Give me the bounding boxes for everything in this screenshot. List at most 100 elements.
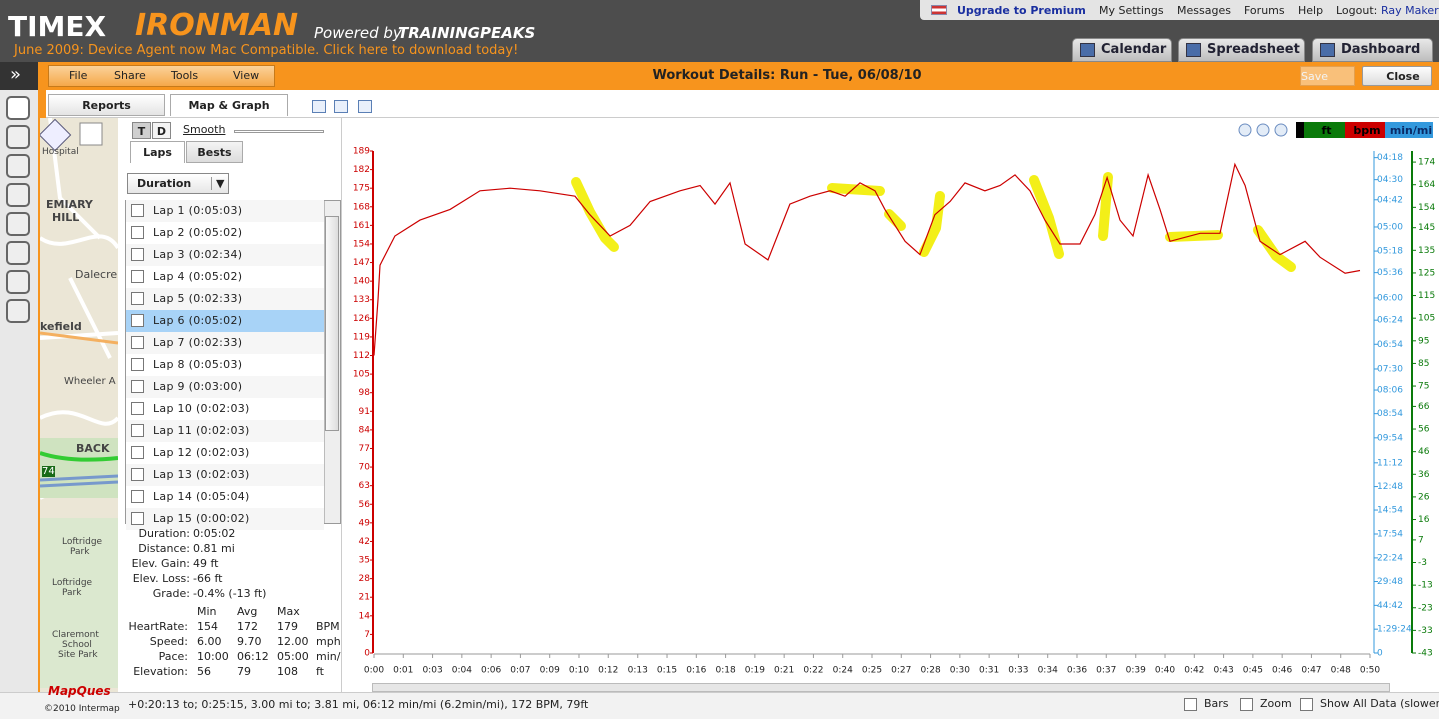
option-checkbox[interactable] [1184,698,1197,711]
lap-checkbox[interactable] [131,446,144,459]
lap-scroll-thumb[interactable] [325,216,339,431]
top-link[interactable]: Help [1298,4,1324,17]
option-checkbox[interactable] [1240,698,1253,711]
menu-item[interactable]: Tools [171,69,199,82]
lap-label[interactable]: Lap 7 (0:02:33) [153,336,243,349]
lap-row[interactable]: Lap 13 (0:02:03) [126,464,324,486]
lap-row[interactable]: Lap 8 (0:05:03) [126,354,324,376]
nav-tab-label[interactable]: Calendar [1101,42,1167,57]
view-tab[interactable]: Map & Graph [170,94,288,116]
lap-checkbox[interactable] [131,380,144,393]
lap-checkbox[interactable] [131,314,144,327]
sidebar-icon[interactable] [6,154,30,178]
lap-label[interactable]: Lap 14 (0:05:04) [153,490,250,503]
lap-checkbox[interactable] [131,248,144,261]
lap-label[interactable]: Lap 15 (0:00:02) [153,512,250,525]
lap-label[interactable]: Lap 11 (0:02:03) [153,424,250,437]
mode-toggle[interactable]: D [152,122,171,139]
sidebar-icon[interactable] [6,125,30,149]
smooth-label[interactable]: Smooth [183,123,226,136]
view-tab[interactable]: Reports [48,94,165,116]
option-label[interactable]: Bars [1204,697,1229,710]
lap-checkbox[interactable] [131,512,144,525]
lap-checkbox[interactable] [131,490,144,503]
announcement[interactable]: June 2009: Device Agent now Mac Compatib… [14,43,519,58]
nav-tab-label[interactable]: Spreadsheet [1207,42,1300,57]
lap-checkbox[interactable] [131,270,144,283]
lap-label[interactable]: Lap 12 (0:02:03) [153,446,250,459]
menu-item[interactable]: File [69,69,88,82]
option-label[interactable]: Zoom [1260,697,1292,710]
lap-label[interactable]: Lap 1 (0:05:03) [153,204,243,217]
lap-checkbox[interactable] [131,358,144,371]
sidebar-icon[interactable] [6,183,30,207]
lap-row[interactable]: Lap 4 (0:05:02) [126,266,324,288]
lap-row[interactable]: Lap 11 (0:02:03) [126,420,324,442]
top-link[interactable]: My Settings [1099,4,1164,17]
option-checkbox[interactable] [1300,698,1313,711]
nav-button[interactable] [1238,123,1252,137]
menu-item[interactable]: View [233,69,260,82]
lap-row[interactable]: Lap 7 (0:02:33) [126,332,324,354]
lap-label[interactable]: Lap 5 (0:02:33) [153,292,243,305]
mode-toggle[interactable]: T [132,122,151,139]
sidebar-icon[interactable] [6,212,30,236]
save-button[interactable]: Save [1300,66,1355,86]
layout-icon[interactable] [312,100,326,113]
lap-row[interactable]: Lap 5 (0:02:33) [126,288,324,310]
lap-row[interactable]: Lap 2 (0:05:02) [126,222,324,244]
lap-row[interactable]: Lap 9 (0:03:00) [126,376,324,398]
nav-tab[interactable]: Calendar [1072,38,1172,62]
close-button[interactable]: Close [1362,66,1432,86]
sidebar-icon[interactable] [6,299,30,323]
legend-chip[interactable] [1385,122,1433,138]
lap-checkbox[interactable] [131,336,144,349]
layout-icon[interactable] [358,100,372,113]
sidebar-toggle[interactable]: » [10,64,22,85]
laps-tab[interactable]: Bests [186,141,243,163]
lap-label[interactable]: Lap 3 (0:02:34) [153,248,243,261]
laps-tab[interactable]: Laps [130,141,185,163]
lap-label[interactable]: Lap 9 (0:03:00) [153,380,243,393]
nav-tab[interactable]: Spreadsheet [1178,38,1305,62]
lap-label[interactable]: Lap 2 (0:05:02) [153,226,243,239]
lap-label[interactable]: Lap 13 (0:02:03) [153,468,250,481]
lap-label[interactable]: Lap 4 (0:05:02) [153,270,243,283]
menu-item[interactable]: Share [114,69,146,82]
lap-row[interactable]: Lap 14 (0:05:04) [126,486,324,508]
nav-tab-label[interactable]: Dashboard [1341,42,1421,57]
lap-label[interactable]: Lap 6 (0:05:02) [153,314,243,327]
user-link[interactable]: Ray Maker [1381,4,1439,17]
lap-row[interactable]: Lap 6 (0:05:02) [126,310,324,332]
lap-checkbox[interactable] [131,226,144,239]
lap-checkbox[interactable] [131,424,144,437]
lap-row[interactable]: Lap 15 (0:00:02) [126,508,324,530]
lap-row[interactable]: Lap 10 (0:02:03) [126,398,324,420]
lap-row[interactable]: Lap 12 (0:02:03) [126,442,324,464]
sidebar-icon[interactable] [6,241,30,265]
lap-label[interactable]: Lap 10 (0:02:03) [153,402,250,415]
smooth-slider[interactable] [234,130,324,133]
lap-checkbox[interactable] [131,292,144,305]
option-label[interactable]: Show All Data (slower) [1320,697,1439,710]
lap-checkbox[interactable] [131,402,144,415]
legend-chip[interactable] [1345,122,1385,138]
layout-icon[interactable] [334,100,348,113]
time-slider[interactable] [372,683,1390,692]
nav-button[interactable] [1274,123,1288,137]
nav-button[interactable] [1256,123,1270,137]
lap-checkbox[interactable] [131,204,144,217]
map-nav[interactable] [40,118,72,152]
lap-row[interactable]: Lap 3 (0:02:34) [126,244,324,266]
top-link[interactable]: Upgrade to Premium [957,4,1086,17]
sidebar-icon[interactable] [6,96,30,120]
sidebar-icon[interactable] [6,270,30,294]
lap-checkbox[interactable] [131,468,144,481]
top-link[interactable]: Messages [1177,4,1231,17]
lap-label[interactable]: Lap 8 (0:05:03) [153,358,243,371]
lap-row[interactable]: Lap 1 (0:05:03) [126,200,324,222]
nav-tab[interactable]: Dashboard [1312,38,1433,62]
sort-dropdown[interactable]: Duration ▼ [127,173,229,194]
map-zoom[interactable] [79,122,103,146]
legend-chip[interactable] [1304,122,1345,138]
